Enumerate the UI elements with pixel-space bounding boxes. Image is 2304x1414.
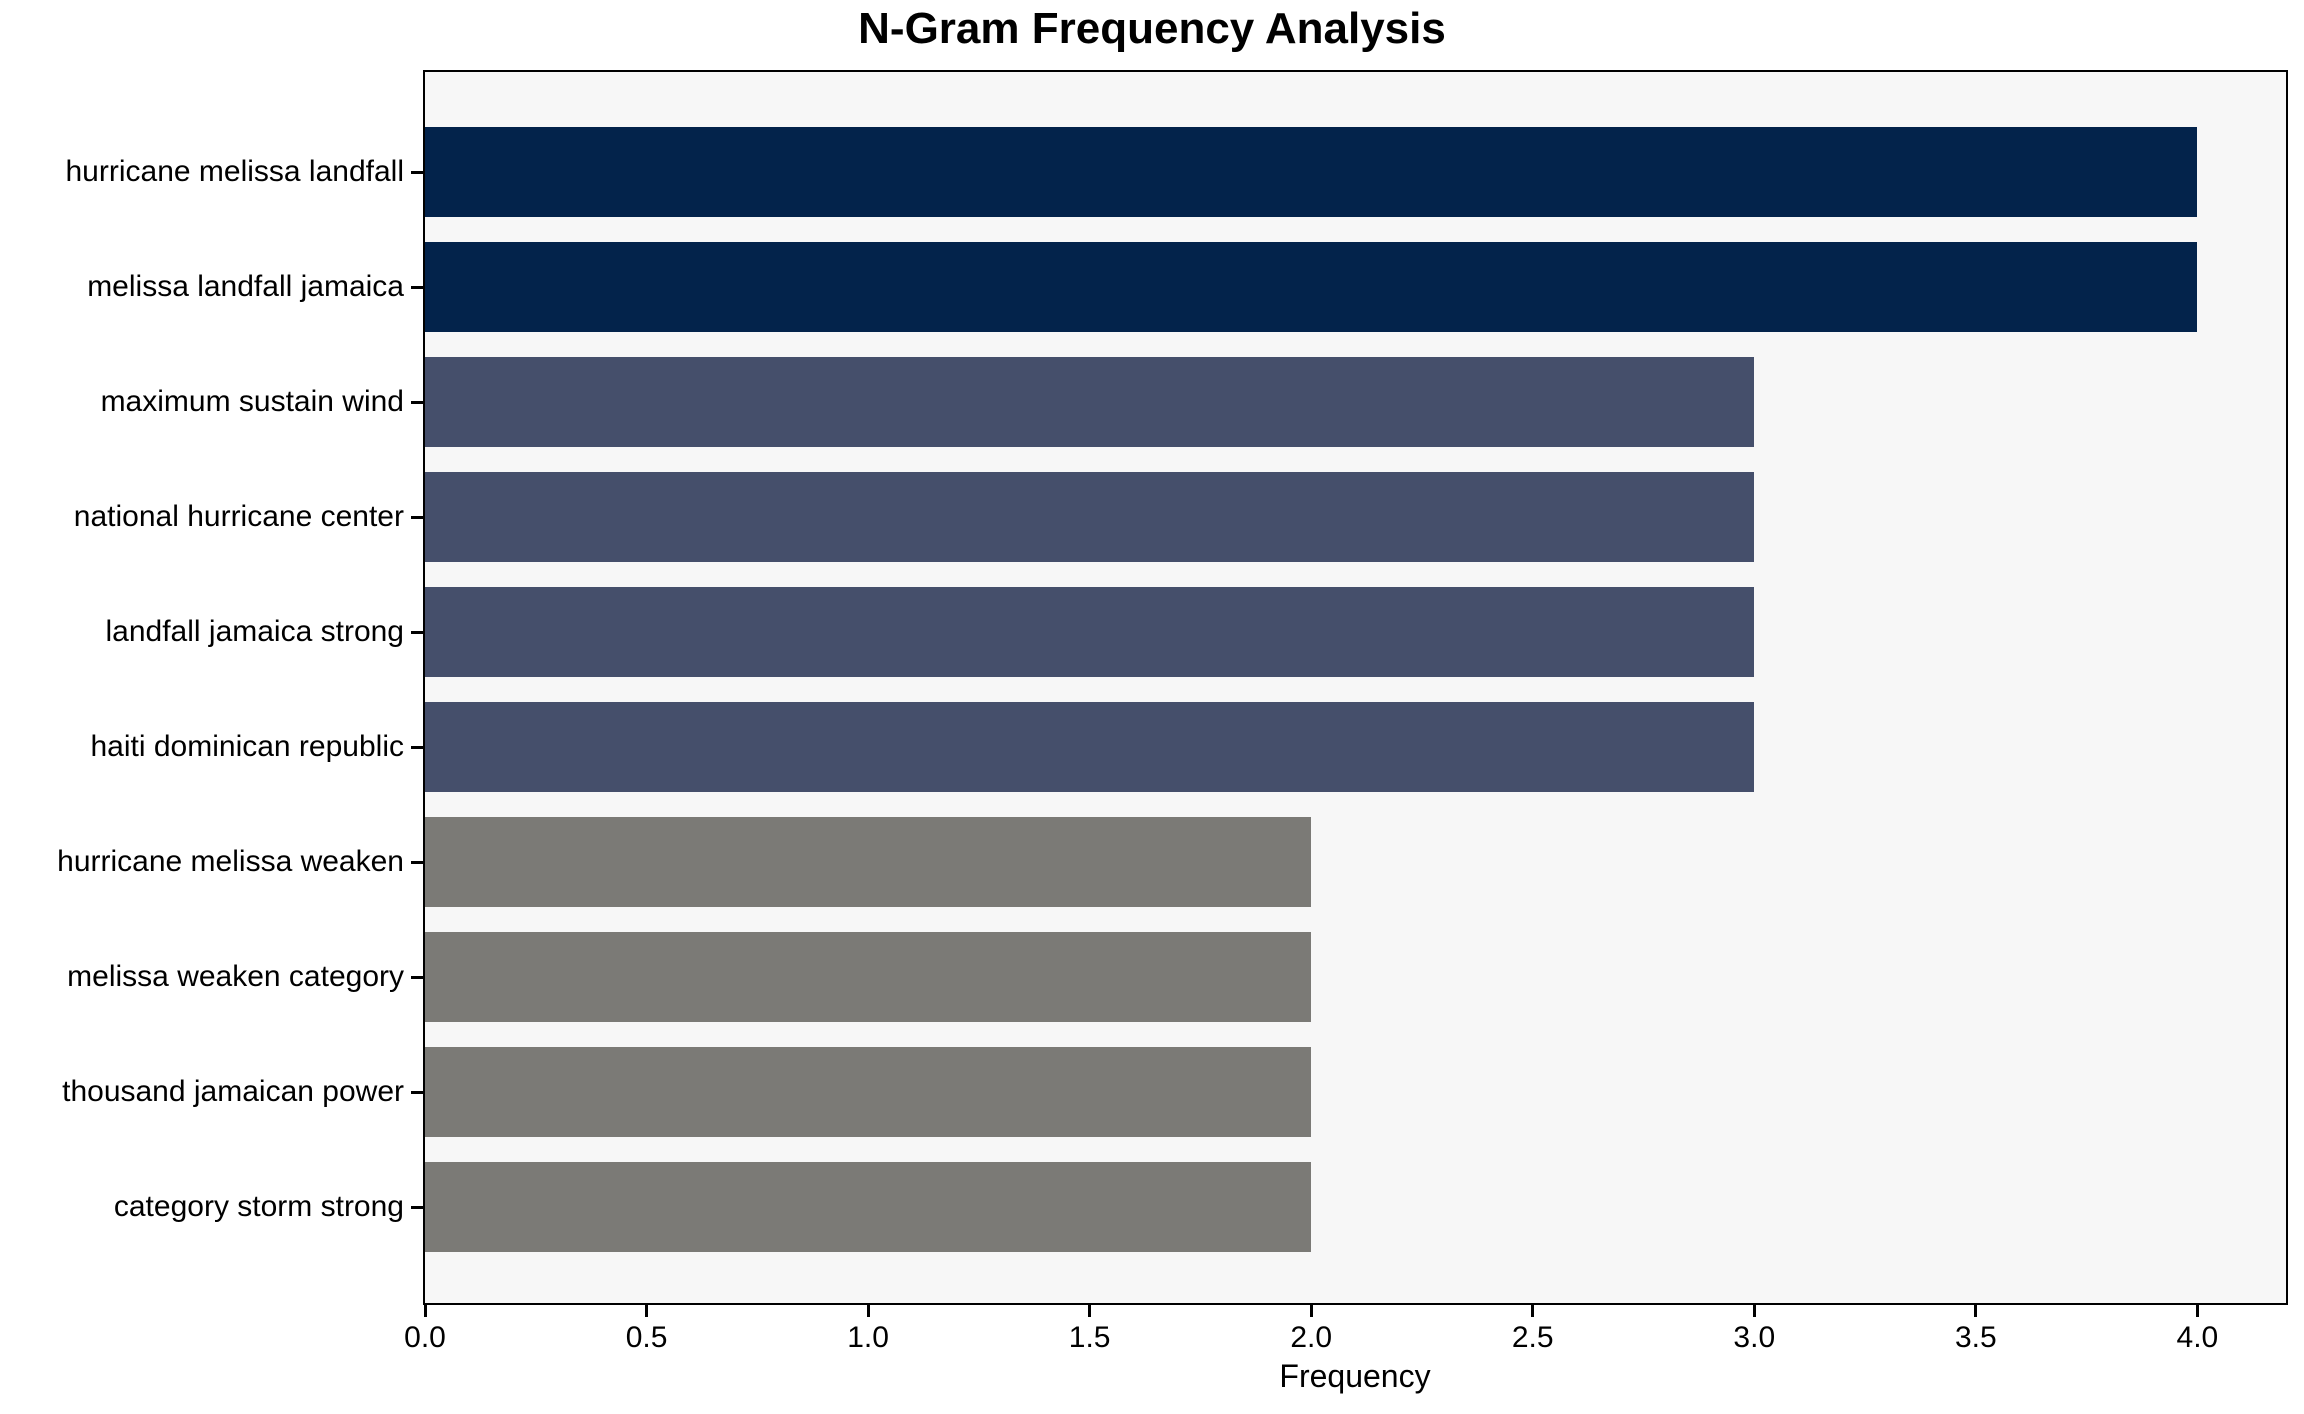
y-tick-label: haiti dominican republic — [90, 730, 404, 763]
y-tick-mark — [411, 1090, 423, 1094]
y-tick-label: thousand jamaican power — [62, 1075, 404, 1108]
x-tick-mark — [423, 1305, 427, 1317]
y-tick-label: landfall jamaica strong — [105, 615, 405, 648]
x-tick-label: 2.0 — [1290, 1321, 1333, 1354]
y-tick-label: maximum sustain wind — [100, 385, 404, 418]
bar-5 — [425, 702, 1755, 792]
y-tick-mark — [411, 745, 423, 749]
y-tick-label: hurricane melissa weaken — [57, 845, 404, 878]
plot-area — [423, 70, 2288, 1305]
x-tick-label: 0.5 — [625, 1321, 668, 1354]
y-tick-label: melissa weaken category — [67, 960, 404, 993]
x-tick-label: 3.0 — [1733, 1321, 1776, 1354]
bar-6 — [425, 817, 1312, 907]
chart-title: N-Gram Frequency Analysis — [858, 4, 1446, 53]
bar-2 — [425, 357, 1755, 447]
y-tick-mark — [411, 630, 423, 634]
y-tick-label: category storm strong — [113, 1190, 404, 1223]
bar-4 — [425, 587, 1755, 677]
y-tick-label: national hurricane center — [73, 500, 404, 533]
x-tick-mark — [2195, 1305, 2199, 1317]
y-tick-mark — [411, 975, 423, 979]
bar-1 — [425, 242, 2198, 332]
x-tick-mark — [1974, 1305, 1978, 1317]
bar-7 — [425, 932, 1312, 1022]
y-tick-mark — [411, 515, 423, 519]
x-tick-mark — [645, 1305, 649, 1317]
y-tick-mark — [411, 400, 423, 404]
x-tick-label: 0.0 — [404, 1321, 446, 1354]
x-tick-mark — [1088, 1305, 1092, 1317]
x-axis-title: Frequency — [1279, 1358, 1431, 1394]
y-tick-mark — [411, 285, 423, 289]
bar-8 — [425, 1047, 1312, 1137]
x-tick-label: 2.5 — [1511, 1321, 1554, 1354]
x-tick-label: 1.0 — [847, 1321, 889, 1354]
x-tick-mark — [1752, 1305, 1756, 1317]
x-tick-mark — [866, 1305, 870, 1317]
y-tick-label: hurricane melissa landfall — [65, 155, 405, 188]
bar-3 — [425, 472, 1755, 562]
x-tick-mark — [1531, 1305, 1535, 1317]
x-tick-label: 4.0 — [2176, 1321, 2219, 1354]
y-tick-label: melissa landfall jamaica — [87, 270, 404, 303]
y-tick-mark — [411, 170, 423, 174]
y-tick-mark — [411, 1205, 423, 1209]
x-tick-label: 1.5 — [1068, 1321, 1111, 1354]
x-tick-label: 3.5 — [1954, 1321, 1997, 1354]
bar-0 — [425, 127, 2198, 217]
x-tick-mark — [1309, 1305, 1313, 1317]
y-tick-mark — [411, 860, 423, 864]
bar-9 — [425, 1162, 1312, 1252]
